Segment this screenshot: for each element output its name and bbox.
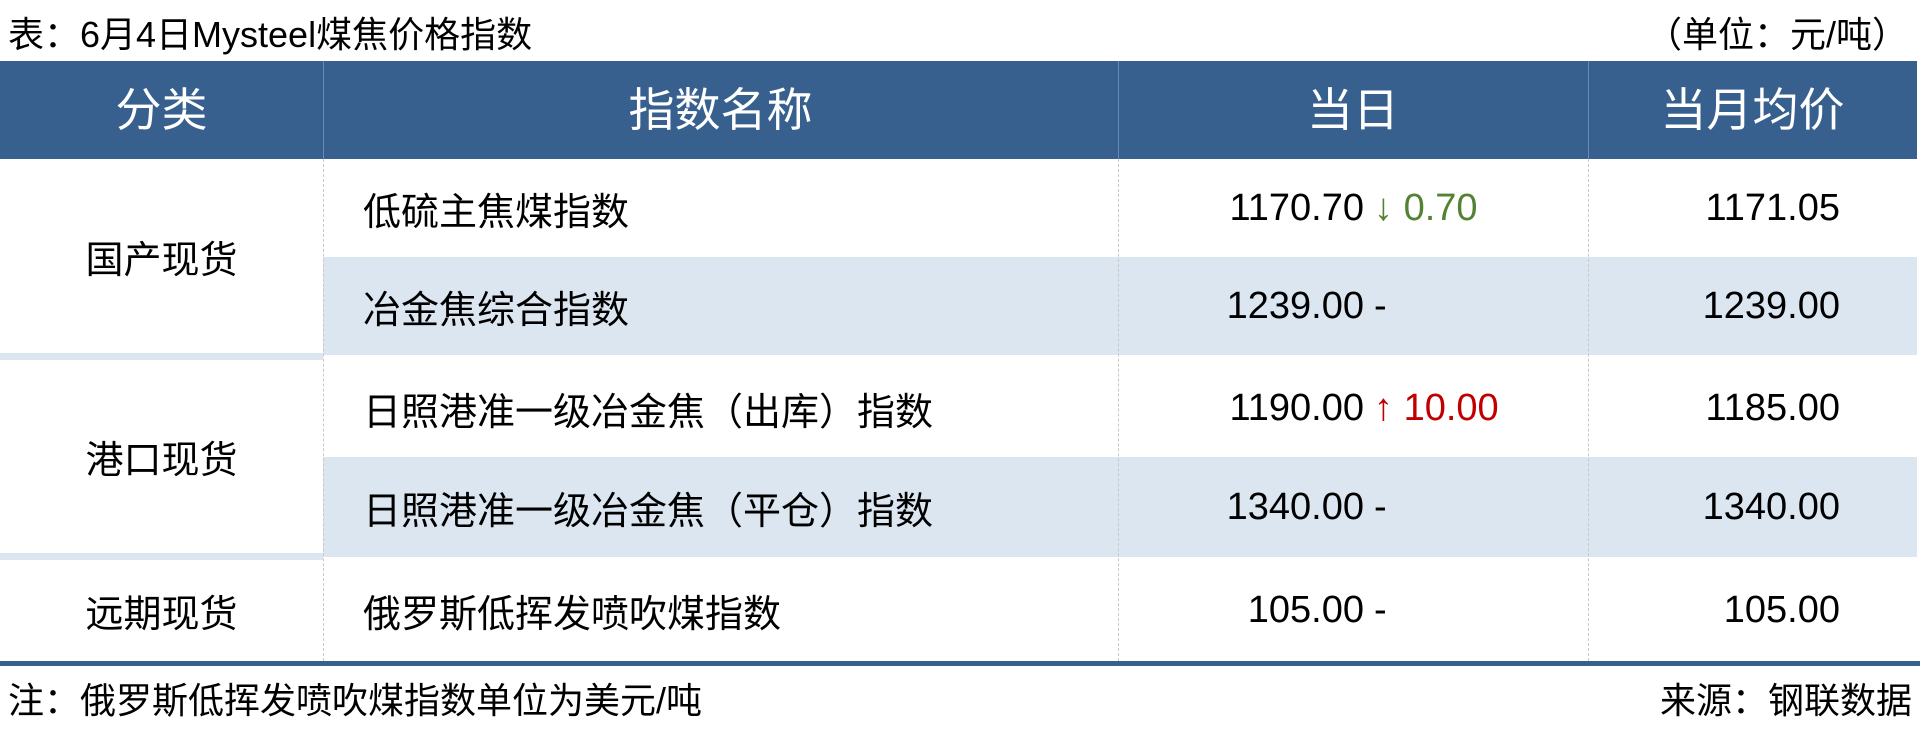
footnote: 注：俄罗斯低挥发喷吹煤指数单位为美元/吨	[8, 680, 703, 721]
table-row: 冶金焦综合指数 1239.00- 1239.00	[323, 257, 1917, 355]
today-value: 1170.70 ↓ 0.70	[1118, 159, 1590, 257]
column-divider	[1118, 159, 1119, 661]
index-name: 日照港准一级冶金焦（平仓）指数	[363, 490, 934, 533]
divider	[1118, 61, 1119, 159]
index-name: 日照港准一级冶金焦（出库）指数	[363, 392, 934, 434]
change-up: ↑ 10.00	[1374, 387, 1499, 430]
month-avg: 105.00	[1588, 560, 1918, 661]
group-separator	[0, 553, 323, 560]
today-price: 1190.00	[1229, 387, 1364, 429]
month-avg: 1239.00	[1588, 257, 1918, 355]
month-avg: 1171.05	[1588, 159, 1918, 257]
arrow-down-icon: ↓	[1374, 186, 1393, 229]
change-value: -	[1374, 485, 1387, 528]
column-divider	[1588, 159, 1589, 661]
month-avg-value: 1239.00	[1702, 284, 1840, 327]
today-value: 105.00-	[1118, 560, 1590, 661]
today-price: 1170.70	[1229, 186, 1364, 229]
index-name: 俄罗斯低挥发喷吹煤指数	[363, 594, 782, 636]
month-avg-value: 1185.00	[1705, 387, 1840, 429]
category-cell: 远期现货	[0, 560, 323, 661]
month-avg-value: 105.00	[1723, 589, 1840, 631]
header-month-avg: 当月均价	[1660, 84, 1845, 136]
index-name: 冶金焦综合指数	[363, 289, 630, 332]
table-header: 分类 指数名称 当日 当月均价	[0, 61, 1917, 159]
category-cell: 国产现货	[0, 159, 323, 353]
month-avg-value: 1340.00	[1702, 485, 1840, 528]
header-category: 分类	[115, 84, 208, 136]
divider	[1588, 61, 1589, 159]
divider	[323, 61, 324, 159]
table-row: 日照港准一级冶金焦（平仓）指数 1340.00- 1340.00	[323, 457, 1917, 557]
header-today: 当日	[1307, 84, 1399, 136]
unit-label: （单位：元/吨）	[1645, 14, 1908, 55]
today-price: 1239.00	[1226, 284, 1364, 327]
index-name: 低硫主焦煤指数	[363, 191, 630, 234]
today-value: 1239.00-	[1118, 257, 1590, 355]
today-value: 1340.00-	[1118, 457, 1590, 557]
month-avg: 1185.00	[1588, 360, 1918, 457]
change-value: 0.70	[1403, 186, 1478, 229]
change-down: ↓ 0.70	[1374, 187, 1478, 230]
change-value: -	[1374, 589, 1387, 631]
table-title: 表：6月4日Mysteel煤焦价格指数	[8, 14, 533, 55]
group-separator	[0, 353, 323, 360]
month-avg: 1340.00	[1588, 457, 1918, 557]
month-avg-value: 1171.05	[1705, 186, 1840, 229]
table-row: 俄罗斯低挥发喷吹煤指数 105.00- 105.00	[323, 560, 1917, 661]
category-cell: 港口现货	[0, 360, 323, 553]
change-value: -	[1374, 284, 1387, 327]
today-price: 1340.00	[1226, 485, 1364, 528]
header-name: 指数名称	[628, 84, 813, 136]
table-row: 低硫主焦煤指数 1170.70 ↓ 0.70 1171.05	[323, 159, 1917, 257]
change-value: 10.00	[1403, 387, 1499, 429]
table-row: 日照港准一级冶金焦（出库）指数 1190.00 ↑ 10.00 1185.00	[323, 360, 1917, 457]
column-divider	[323, 159, 324, 661]
today-price: 105.00	[1247, 589, 1364, 631]
today-value: 1190.00 ↑ 10.00	[1118, 360, 1590, 457]
source-label: 来源：钢联数据	[1659, 680, 1912, 721]
arrow-up-icon: ↑	[1374, 387, 1393, 429]
bottom-rule	[0, 661, 1920, 666]
